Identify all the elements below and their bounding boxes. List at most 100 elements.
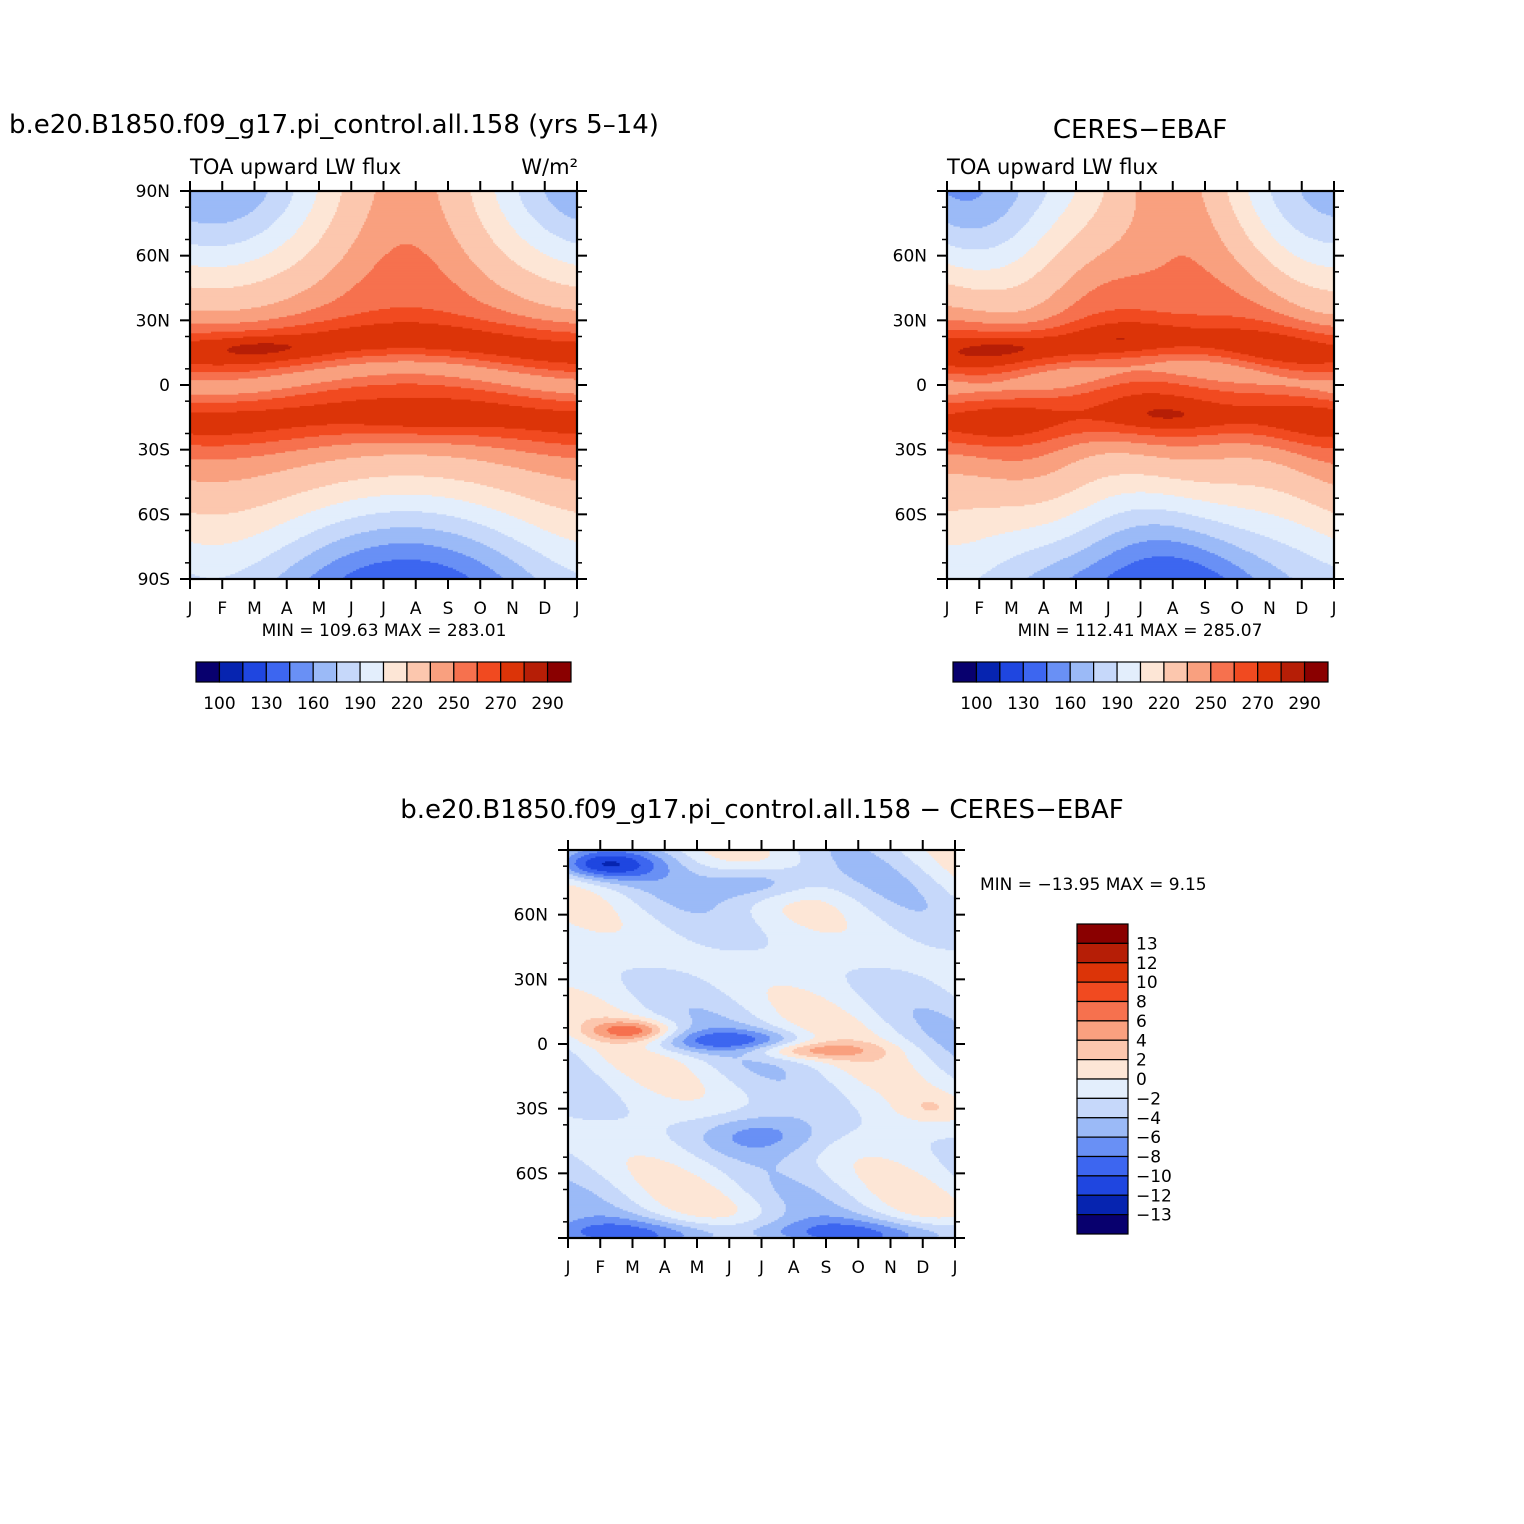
model-contour-cell: [344, 519, 468, 522]
obs-contour-cell: [1124, 276, 1216, 279]
diff-contour-cell: [780, 1079, 829, 1082]
model-contour-cell: [330, 270, 372, 273]
obs-contour-cell: [947, 342, 1327, 346]
model-contour-cell: [339, 520, 473, 524]
diff-contour-cell: [666, 1024, 677, 1027]
model-contour-cell: [243, 336, 525, 339]
obs-contour-cell: [947, 215, 1005, 218]
diff-contour-cell: [669, 927, 763, 930]
diff-contour-cell: [568, 945, 706, 948]
diff-contour-cell: [669, 1124, 719, 1128]
diff-contour-cell: [687, 1150, 719, 1153]
model-contour-cell: [356, 569, 457, 572]
obs-contour-cell: [1053, 562, 1095, 566]
model-contour-cell: [491, 331, 572, 334]
obs-contour-cell: [1261, 511, 1332, 514]
model-contour-cell: [190, 218, 238, 221]
obs-contour-cell: [984, 399, 1114, 402]
diff-contour-cell: [892, 1042, 914, 1045]
diff-contour-cell: [638, 904, 674, 908]
obs-contour-cell: [1313, 556, 1335, 559]
diff-contour-cell: [626, 1103, 748, 1107]
diff-contour-cell: [568, 1063, 587, 1066]
diff-contour-cell: [619, 929, 672, 932]
model-contour-cell: [465, 252, 506, 255]
model-contour-cell: [497, 368, 549, 372]
diff-contour-cell: [661, 850, 682, 853]
model-contour-cell: [291, 438, 518, 441]
diff-contour-cell: [937, 1108, 956, 1111]
obs-contour-cell: [1205, 517, 1285, 520]
model-contour-cell: [341, 192, 377, 195]
obs-contour-cell: [1311, 205, 1335, 208]
diff-contour-cell: [637, 861, 653, 864]
model-contour-cell: [190, 541, 194, 545]
diff-contour-cell: [930, 1142, 956, 1145]
obs-contour-cell: [1279, 375, 1335, 378]
model-contour-cell: [301, 291, 348, 294]
obs-colorbar-box: [1046, 661, 1071, 683]
model-contour-cell: [190, 462, 317, 465]
model-contour-cell: [190, 276, 272, 279]
model-contour-cell: [336, 503, 477, 506]
obs-contour-cell: [947, 545, 1045, 548]
obs-contour-cell: [1135, 202, 1206, 205]
obs-contour-cell: [982, 192, 1019, 195]
obs-colorbar-box: [1280, 661, 1306, 683]
model-contour-cell: [296, 449, 517, 452]
model-contour-cell: [307, 288, 352, 291]
diff-contour-cell: [626, 969, 677, 972]
model-contour-cell: [190, 265, 199, 268]
diff-contour-cell: [626, 1105, 745, 1108]
diff-contour-cell: [640, 1019, 658, 1022]
model-colorbar-label: 250: [438, 694, 470, 714]
obs-contour-cell: [1022, 459, 1080, 462]
diff-contour-cell: [785, 914, 845, 917]
diff-contour-cell: [713, 1045, 732, 1048]
obs-contour-cell: [1198, 515, 1280, 519]
model-contour-cell: [354, 241, 459, 244]
diff-contour-cell: [692, 858, 721, 861]
model-contour-cell: [496, 391, 557, 394]
model-contour-cell: [517, 540, 575, 543]
obs-contour-cell: [947, 266, 964, 270]
obs-colorbar-box: [1186, 661, 1212, 683]
model-y-tick-label: 90N: [136, 182, 170, 202]
obs-contour-cell: [1071, 199, 1103, 202]
obs-contour-cell: [1032, 359, 1096, 362]
diff-contour-cell: [703, 1084, 737, 1087]
obs-contour-cell: [947, 244, 951, 247]
obs-contour-cell: [1040, 270, 1079, 273]
diff-contour-cell: [848, 1073, 921, 1076]
obs-contour-cell: [947, 509, 959, 512]
obs-contour-cell: [947, 391, 976, 394]
model-contour-cell: [190, 451, 286, 454]
diff-contour-cell: [866, 1001, 956, 1005]
model-contour-cell: [527, 241, 572, 244]
model-y-tick-label: 60S: [138, 505, 170, 525]
diff-contour-cell: [661, 1094, 705, 1097]
model-contour-cell: [315, 283, 357, 286]
obs-contour-cell: [1214, 276, 1254, 279]
model-contour-cell: [328, 226, 364, 229]
model-contour-cell: [514, 515, 578, 519]
diff-contour-cell: [809, 1050, 864, 1053]
diff-contour-cell: [606, 900, 634, 903]
obs-contour-cell: [1234, 289, 1271, 292]
diff-contour-cell: [582, 1118, 619, 1121]
model-contour-cell: [457, 241, 494, 244]
model-contour-cell: [307, 490, 506, 493]
diff-contour-cell: [761, 1032, 779, 1035]
diff-contour-cell: [767, 943, 925, 946]
obs-contour-cell: [1269, 536, 1332, 540]
obs-contour-cell: [1246, 234, 1272, 237]
model-contour-cell: [502, 250, 541, 254]
model-contour-cell: [190, 511, 239, 514]
model-contour-cell: [475, 207, 501, 210]
diff-contour-cell: [785, 1029, 808, 1032]
obs-contour-cell: [1219, 402, 1335, 405]
diff-contour-cell: [792, 919, 846, 922]
obs-contour-cell: [1304, 396, 1335, 399]
diff-contour-cell: [605, 861, 617, 864]
obs-contour-cell: [1227, 541, 1282, 545]
